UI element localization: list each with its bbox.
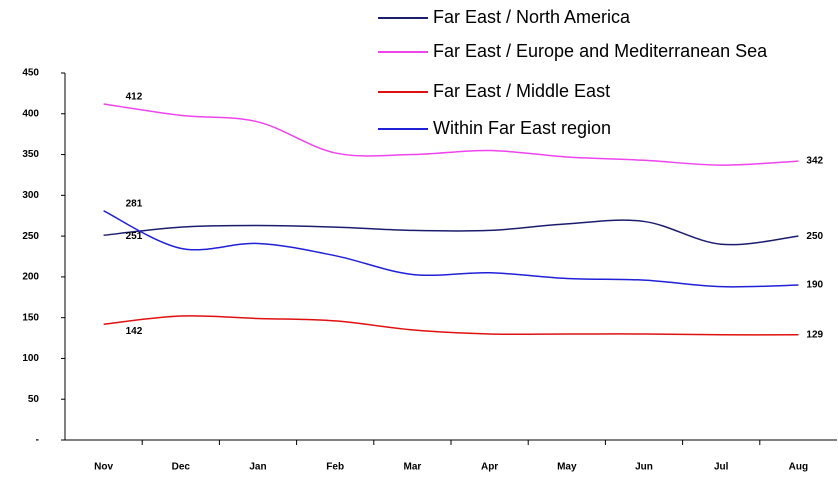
data-label: 142 — [126, 326, 143, 337]
y-tick-label: 200 — [22, 272, 39, 283]
data-label: 281 — [126, 198, 143, 209]
legend-label: Far East / Middle East — [433, 81, 610, 101]
x-tick-label: Aug — [789, 462, 808, 473]
x-tick-label: Nov — [94, 462, 113, 473]
y-tick-label: 300 — [22, 190, 39, 201]
legend-label: Far East / Europe and Mediterranean Sea — [433, 41, 768, 61]
y-tick-label: 100 — [22, 353, 39, 364]
y-tick-label: 400 — [22, 108, 39, 119]
series-line — [103, 103, 799, 166]
y-tick-label: 50 — [28, 394, 40, 405]
x-tick-label: Dec — [172, 462, 191, 473]
y-tick-label: 450 — [22, 68, 39, 79]
y-tick-label: - — [36, 435, 39, 446]
y-tick-label: 350 — [22, 149, 39, 160]
legend-label: Within Far East region — [433, 118, 611, 138]
series-line — [103, 315, 799, 336]
y-tick-label: 250 — [22, 231, 39, 242]
data-label: 251 — [126, 231, 143, 242]
legend-label: Far East / North America — [433, 7, 631, 27]
series-line — [103, 210, 799, 288]
data-label: 412 — [126, 92, 143, 103]
y-tick-label: 150 — [22, 312, 39, 323]
data-label: 342 — [806, 156, 823, 167]
x-tick-label: Jan — [249, 462, 266, 473]
data-label: 250 — [806, 231, 823, 242]
data-label: 129 — [806, 329, 823, 340]
x-tick-label: Feb — [326, 462, 344, 473]
x-tick-label: Apr — [481, 462, 498, 473]
series-line — [103, 219, 799, 246]
x-tick-label: Jun — [635, 462, 653, 473]
x-tick-label: Jul — [714, 462, 729, 473]
x-tick-label: May — [557, 462, 577, 473]
data-label: 190 — [806, 280, 823, 291]
x-tick-label: Mar — [404, 462, 422, 473]
